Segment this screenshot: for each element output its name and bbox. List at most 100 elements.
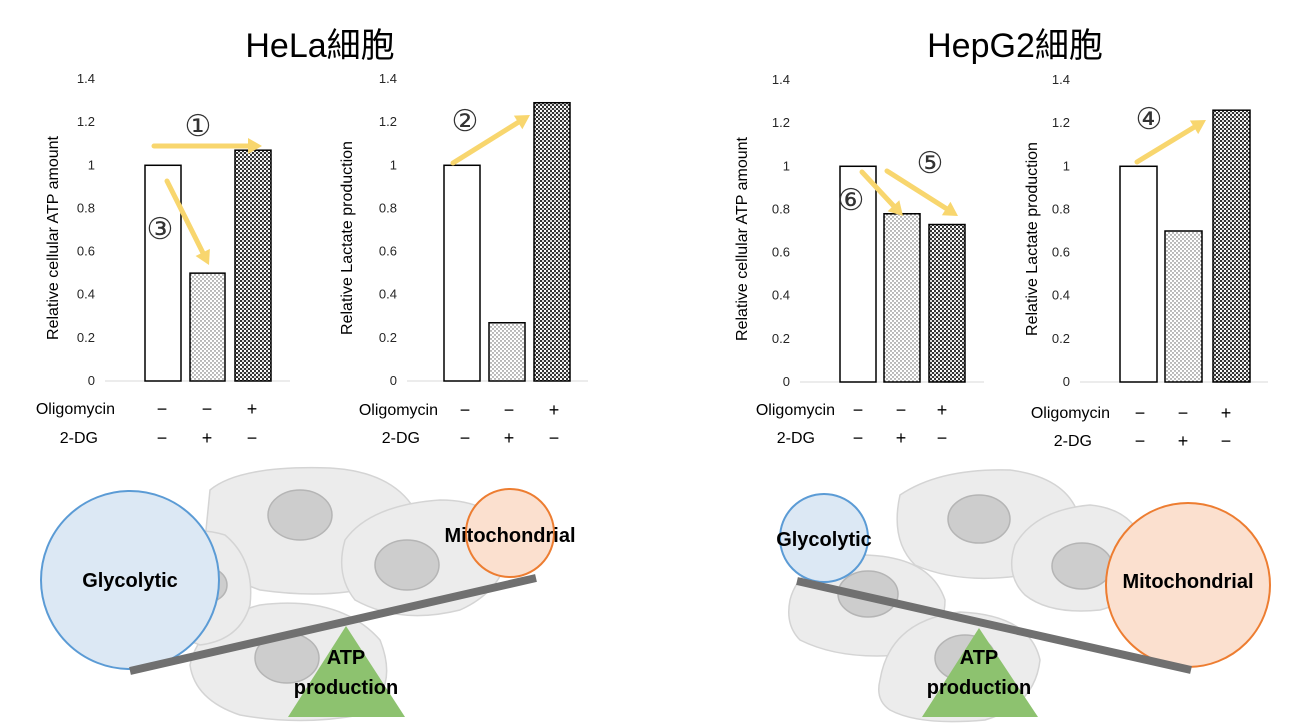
atp-label: ATP	[960, 647, 999, 669]
y-tick-label: 0.6	[772, 245, 790, 260]
bar-chart: 0 0.2 0.4 0.6 0.8 1 1.2 1.4 Relative cellular AT…	[734, 72, 984, 448]
glycolytic-label: Glycolytic	[82, 570, 178, 592]
bar	[928, 223, 966, 383]
arrow-shaft	[884, 168, 949, 212]
y-tick-label: 1	[88, 157, 95, 172]
production-label: production	[927, 677, 1031, 699]
y-tick-label: 1.2	[1052, 115, 1070, 130]
y-tick-label: 0.2	[379, 330, 397, 345]
annotation-arrow	[151, 138, 262, 154]
row-label-oligomycin: Oligomycin	[36, 401, 115, 418]
y-tick-label: 1.2	[772, 115, 790, 130]
fulcrum-triangle	[922, 628, 1038, 717]
row-label-2dg: 2-DG	[777, 430, 815, 447]
balance-beam	[796, 577, 1192, 674]
condition-2dg: −	[937, 428, 948, 448]
condition-oligomycin: −	[157, 399, 168, 419]
condition-oligomycin: −	[202, 399, 213, 419]
y-tick-label: 1.4	[772, 72, 790, 87]
y-tick-label: 0.6	[1052, 245, 1070, 260]
condition-2dg: +	[1178, 431, 1189, 451]
cell-nucleus	[374, 539, 440, 591]
arrow-shaft	[1134, 124, 1197, 165]
y-tick-label: 0.6	[379, 244, 397, 259]
y-tick-label: 0	[88, 373, 95, 388]
arrow-head	[1189, 120, 1206, 135]
y-tick-label: 0	[390, 373, 397, 388]
y-tick-label: 1	[390, 157, 397, 172]
row-label-oligomycin: Oligomycin	[1031, 405, 1110, 422]
y-tick-label: 0.2	[77, 330, 95, 345]
annotation-arrow	[164, 178, 210, 265]
annotation-number: ③	[147, 213, 174, 246]
glycolytic-label: Glycolytic	[776, 529, 872, 551]
condition-2dg: −	[853, 428, 864, 448]
bar	[1119, 165, 1158, 383]
production-label: production	[294, 677, 398, 699]
annotation-number: ⑥	[838, 184, 865, 217]
annotation-arrow	[884, 168, 958, 216]
y-tick-label: 0.8	[1052, 201, 1070, 216]
y-tick-label: 1.2	[379, 114, 397, 129]
annotation-arrow	[450, 115, 530, 166]
balance-diagram: Glycolytic Mitochondrial ATP production	[776, 493, 1271, 717]
fulcrum-triangle	[288, 626, 405, 717]
bar	[1164, 230, 1203, 383]
balance-beam	[129, 574, 537, 675]
annotation-number: ①	[185, 110, 212, 143]
arrow-head	[941, 201, 958, 216]
bar	[443, 164, 481, 382]
bar	[883, 212, 921, 383]
cell-nucleus	[1051, 542, 1113, 590]
condition-2dg: +	[504, 428, 515, 448]
condition-oligomycin: −	[853, 400, 864, 420]
y-tick-label: 0	[1063, 374, 1070, 389]
condition-2dg: +	[202, 428, 213, 448]
y-axis-label: Relative Lactate production	[1024, 142, 1041, 336]
y-tick-label: 0.2	[772, 331, 790, 346]
y-tick-label: 0.6	[77, 244, 95, 259]
bar-chart: 0 0.2 0.4 0.6 0.8 1 1.2 1.4 Relative cellular AT…	[36, 71, 290, 448]
row-label-2dg: 2-DG	[60, 430, 98, 447]
condition-2dg: −	[549, 428, 560, 448]
cell-nucleus	[947, 494, 1011, 544]
y-tick-label: 1.4	[1052, 72, 1070, 87]
y-axis-label: Relative cellular ATP amount	[734, 136, 751, 341]
row-label-2dg: 2-DG	[1054, 433, 1092, 450]
arrow-shaft	[859, 169, 896, 209]
bar	[1212, 109, 1251, 383]
panel-title-hepg2: HepG2細胞	[927, 27, 1103, 65]
glycolytic-circle	[779, 493, 869, 583]
condition-2dg: −	[247, 428, 258, 448]
y-tick-label: 1.4	[379, 71, 397, 86]
y-tick-label: 0	[783, 374, 790, 389]
condition-oligomycin: −	[504, 400, 515, 420]
bar-chart: 0 0.2 0.4 0.6 0.8 1 1.2 1.4 Relative Lactate pro…	[339, 71, 588, 448]
row-label-oligomycin: Oligomycin	[359, 402, 438, 419]
y-tick-label: 1	[783, 158, 790, 173]
y-tick-label: 0.8	[379, 200, 397, 215]
condition-oligomycin: −	[1135, 403, 1146, 423]
cell-nucleus	[267, 489, 333, 541]
bar	[839, 165, 877, 383]
y-axis-label: Relative Lactate production	[339, 141, 356, 335]
y-tick-label: 0.4	[772, 288, 790, 303]
row-label-2dg: 2-DG	[382, 430, 420, 447]
condition-oligomycin: −	[1178, 403, 1189, 423]
y-tick-label: 1	[1063, 158, 1070, 173]
bar	[234, 149, 272, 382]
mitochondrial-circle	[465, 488, 555, 578]
balance-diagram: Glycolytic Mitochondrial ATP production	[40, 488, 576, 717]
mitochondrial-label: Mitochondrial	[1122, 571, 1253, 593]
arrow-head	[513, 115, 530, 130]
panel-title-hela: HeLa細胞	[245, 27, 395, 65]
arrow-head	[248, 138, 262, 154]
mitochondrial-label: Mitochondrial	[444, 525, 575, 547]
condition-2dg: −	[1221, 431, 1232, 451]
arrow-shaft	[450, 119, 521, 166]
condition-2dg: −	[1135, 431, 1146, 451]
annotation-number: ⑤	[917, 147, 944, 180]
bar-chart: 0 0.2 0.4 0.6 0.8 1 1.2 1.4 Relative Lactate pro…	[1024, 72, 1268, 451]
y-tick-label: 0.8	[772, 201, 790, 216]
